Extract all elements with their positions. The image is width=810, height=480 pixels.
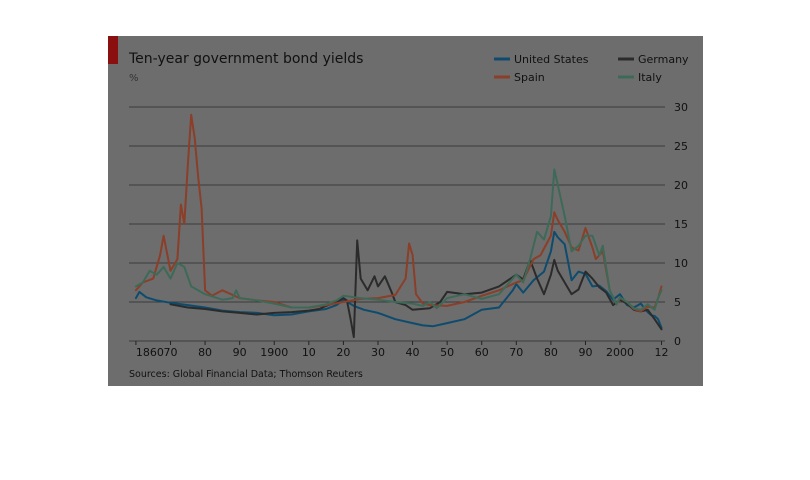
chart-panel bbox=[108, 36, 703, 386]
series-line-italy bbox=[134, 168, 663, 311]
legend: United States Germany Spain Italy bbox=[494, 53, 689, 84]
x-tick-label: 40 bbox=[406, 346, 420, 359]
x-tick-label: 30 bbox=[371, 346, 385, 359]
y-tick-label: 0 bbox=[674, 335, 681, 348]
x-tick-label: 2000 bbox=[606, 346, 634, 359]
x-tick-label: 80 bbox=[544, 346, 558, 359]
series-line-united-states bbox=[134, 230, 663, 329]
series-line-spain bbox=[134, 113, 663, 313]
series-layer bbox=[134, 113, 663, 339]
x-tick-label: 80 bbox=[198, 346, 212, 359]
x-tick-label: 70 bbox=[163, 346, 177, 359]
y-tick-label: 25 bbox=[674, 140, 688, 153]
y-tick-label: 20 bbox=[674, 179, 688, 192]
y-tick-label: 15 bbox=[674, 218, 688, 231]
brand-tab bbox=[108, 36, 118, 64]
legend-label-italy: Italy bbox=[638, 71, 662, 84]
x-tick-label: 10 bbox=[302, 346, 316, 359]
chart-title: Ten-year government bond yields bbox=[128, 51, 363, 67]
x-tick-label: 60 bbox=[475, 346, 489, 359]
x-tick-label: 12 bbox=[655, 346, 669, 359]
y-tick-label: 30 bbox=[674, 101, 688, 114]
x-tick-label: 50 bbox=[440, 346, 454, 359]
y-tick-label: 5 bbox=[674, 296, 681, 309]
legend-label-spain: Spain bbox=[514, 71, 545, 84]
x-tick-label: 1900 bbox=[260, 346, 288, 359]
x-tick-label: 20 bbox=[336, 346, 350, 359]
x-tick-label: 90 bbox=[233, 346, 247, 359]
legend-label-germany: Germany bbox=[638, 53, 689, 66]
grid-layer bbox=[129, 106, 665, 342]
chart-source: Sources: Global Financial Data; Thomson … bbox=[129, 369, 363, 380]
y-tick-label: 10 bbox=[674, 257, 688, 270]
legend-label-united-states: United States bbox=[514, 53, 589, 66]
x-tick-label: 1860 bbox=[136, 346, 164, 359]
x-tick-label: 70 bbox=[509, 346, 523, 359]
chart-subtitle: % bbox=[129, 73, 139, 84]
x-tick-label: 90 bbox=[578, 346, 592, 359]
